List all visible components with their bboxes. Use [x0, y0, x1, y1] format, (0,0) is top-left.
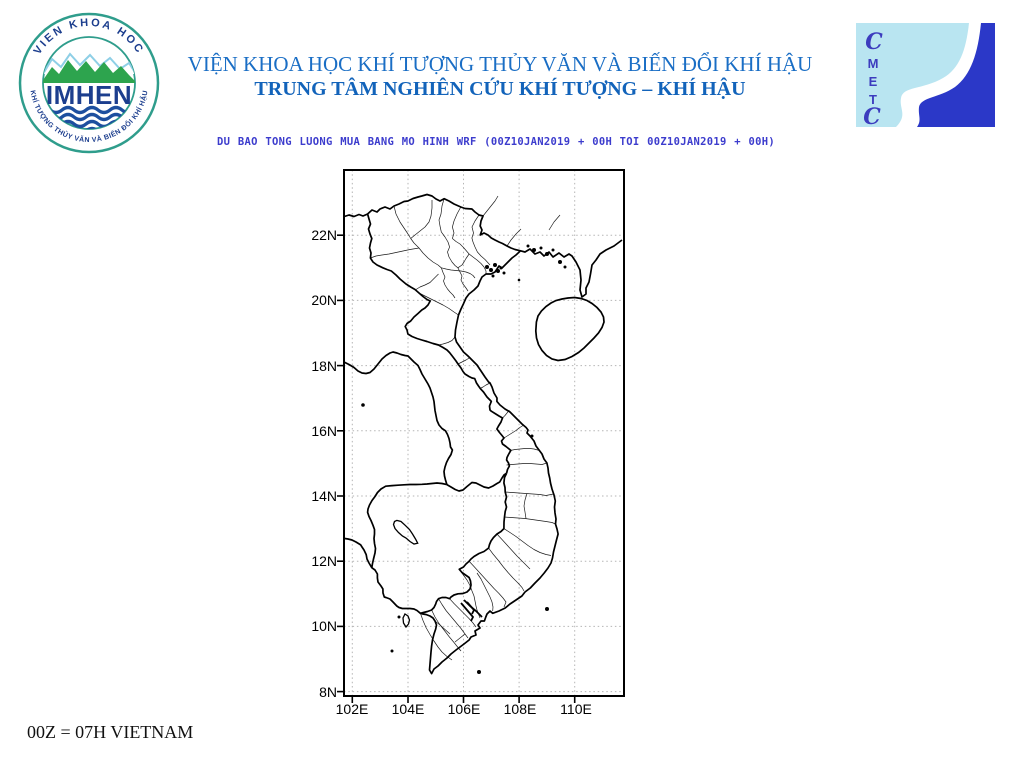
border-china-laos: [344, 213, 368, 218]
lat-label-16n: 16N: [311, 423, 337, 439]
cmetc-letter-e: E: [869, 74, 878, 89]
grid-lines: [344, 170, 624, 696]
coastline-path: [344, 239, 623, 675]
lat-label-18n: 18N: [311, 358, 337, 374]
institute-title: VIỆN KHOA HỌC KHÍ TƯỢNG THỦY VĂN VÀ BIẾN…: [187, 52, 813, 76]
country-borders: [344, 193, 521, 615]
lat-label-12n: 12N: [311, 553, 337, 569]
lat-label-8n: 8N: [319, 684, 337, 700]
imhen-logo: IMHEN VIEN KHOA HOC KHÍ TƯỢNG THỦY VĂN V…: [18, 12, 160, 154]
lat-label-10n: 10N: [311, 618, 337, 634]
border-thailand-cambodia: [366, 482, 448, 568]
border-laos-thailand: [344, 351, 454, 485]
cmetc-letters: C M E T C: [863, 29, 883, 127]
cmetc-letter-m: M: [868, 56, 879, 71]
imhen-acronym: IMHEN: [46, 80, 132, 110]
cmetc-letter-c-top: C: [865, 29, 883, 55]
border-vn-china: [367, 193, 521, 252]
lon-label-106e: 106E: [447, 701, 481, 717]
vietnam-map-plot: [337, 169, 625, 703]
forecast-title: DU BAO TONG LUONG MUA BANG MO HINH WRF (…: [217, 136, 775, 148]
lon-label-102e: 102E: [335, 701, 369, 717]
tonle-sap-lake: [392, 519, 419, 545]
cmetc-logo: C M E T C: [856, 23, 995, 127]
hainan-island: [534, 296, 605, 362]
border-vn-cambodia: [420, 472, 508, 615]
small-islands: [361, 244, 567, 674]
lat-label-14n: 14N: [311, 488, 337, 504]
axis-ticks: [337, 234, 576, 703]
lon-label-110e: 110E: [560, 701, 592, 717]
lon-label-104e: 104E: [391, 701, 425, 717]
center-title: TRUNG TÂM NGHIÊN CỨU KHÍ TƯỢNG – KHÍ HẬU: [254, 78, 746, 100]
mountains-icon: [43, 60, 135, 83]
phu-quoc-island: [402, 613, 411, 629]
timezone-note: 00Z = 07H VIETNAM: [27, 722, 194, 742]
mekong-mouths: [460, 599, 483, 622]
map-frame: [343, 169, 625, 697]
cmetc-letter-c-bottom: C: [863, 104, 881, 127]
lat-label-20n: 20N: [311, 292, 337, 308]
cmetc-letter-t: T: [869, 92, 877, 107]
border-laos-cambodia: [446, 472, 508, 492]
border-vn-laos: [366, 213, 512, 474]
cmetc-dark-panel: [917, 23, 995, 127]
province-boundaries: [370, 195, 561, 661]
lat-label-22n: 22N: [311, 227, 337, 243]
lon-label-108e: 108E: [503, 701, 537, 717]
